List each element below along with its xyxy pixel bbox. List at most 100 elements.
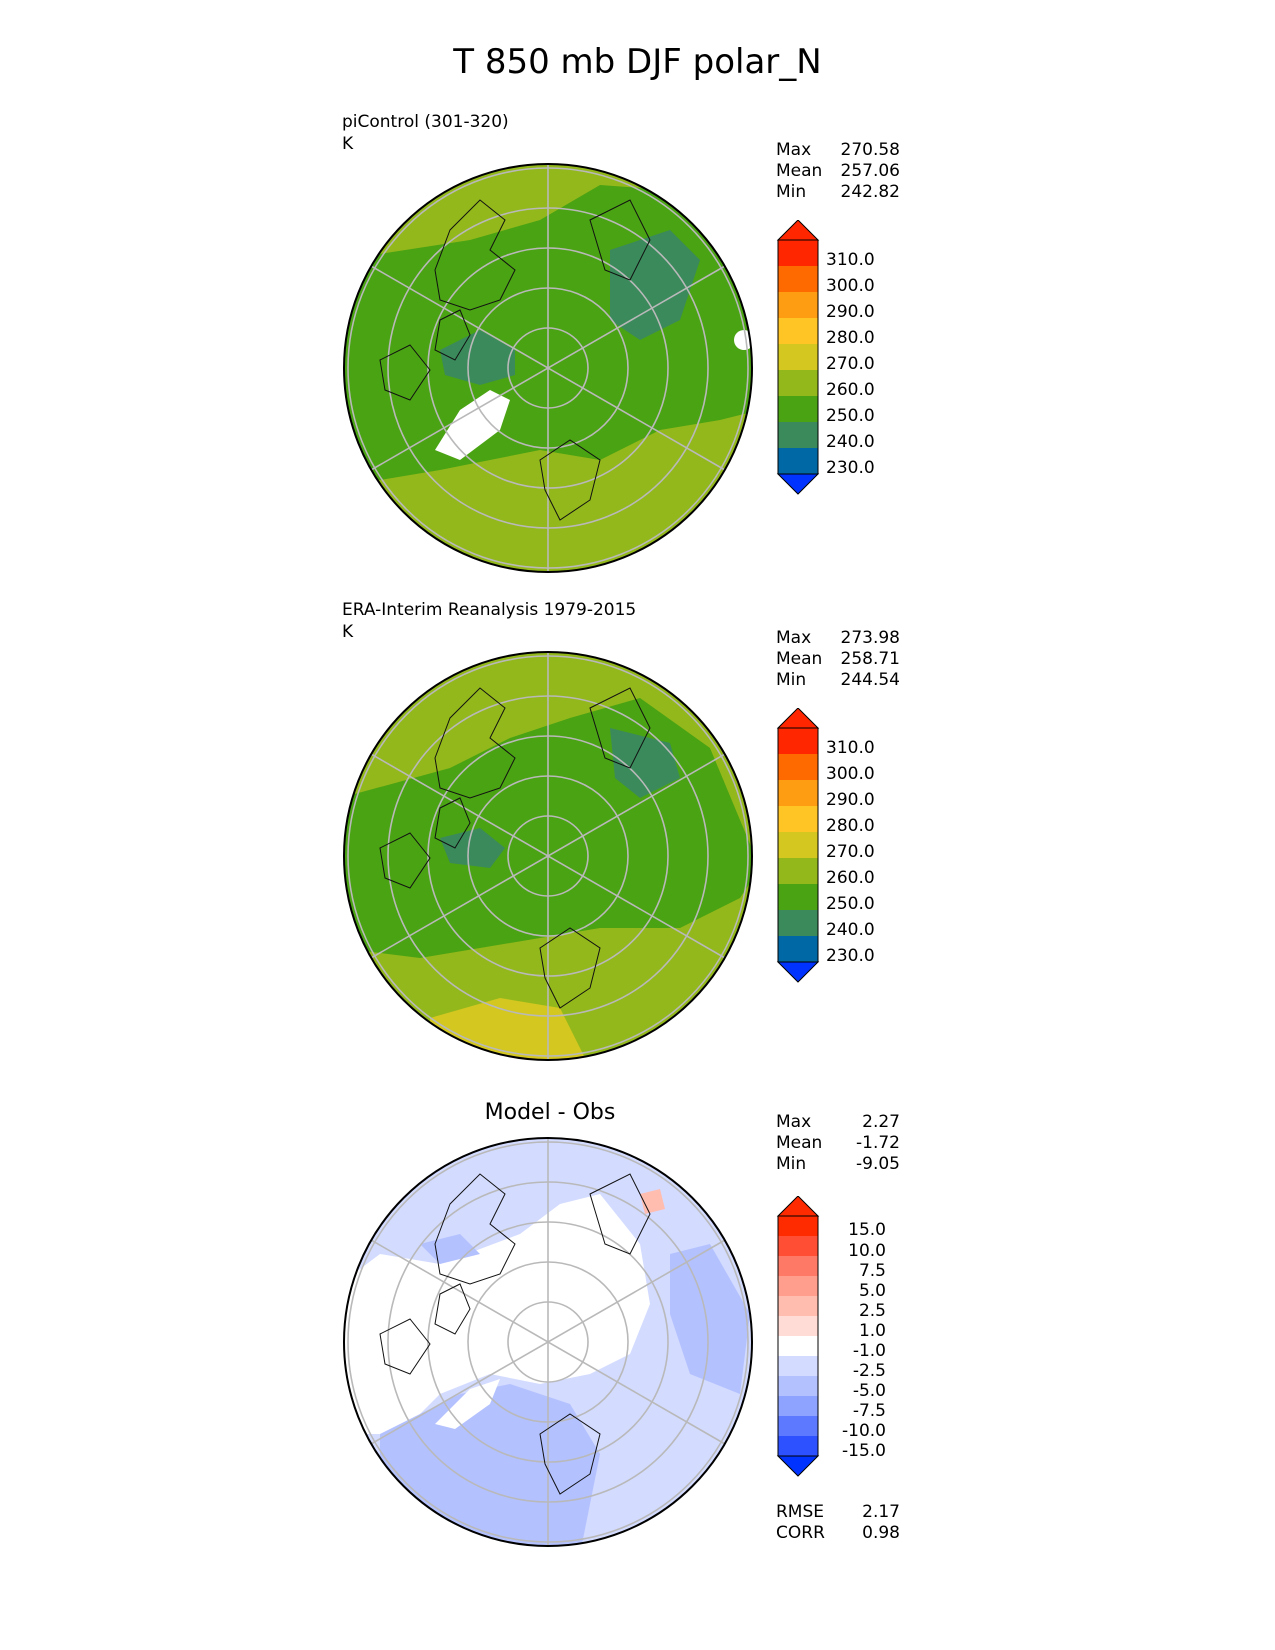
metric-rmse: RMSE 2.17 bbox=[776, 1502, 900, 1522]
cb-label: 250.0 bbox=[826, 894, 875, 914]
colorbar-segment bbox=[778, 1256, 818, 1276]
panel-2-coastlines bbox=[379, 687, 651, 1009]
panel-1-units: K bbox=[342, 134, 354, 154]
cb-label: -2.5 bbox=[852, 1361, 886, 1381]
cb-label: 250.0 bbox=[826, 406, 875, 426]
stat-min: Min 242.82 bbox=[776, 182, 900, 202]
cb-label: 240.0 bbox=[826, 432, 875, 452]
cb-label: 310.0 bbox=[826, 250, 875, 270]
cb-label: 15.0 bbox=[848, 1220, 886, 1240]
panel-1-coastlines bbox=[379, 199, 651, 521]
figure-title: T 850 mb DJF polar_N bbox=[453, 42, 822, 82]
colorbar-segment bbox=[778, 266, 818, 292]
cb-label: 290.0 bbox=[826, 302, 875, 322]
colorbar-segment bbox=[778, 1216, 818, 1236]
colorbar-extend-max bbox=[776, 1196, 820, 1217]
cb-label: 280.0 bbox=[826, 816, 875, 836]
colorbar-segment bbox=[778, 240, 818, 266]
colorbar-segment bbox=[778, 422, 818, 448]
panel-3-map-border bbox=[343, 1137, 753, 1547]
stat-max: Max 2.27 bbox=[776, 1112, 900, 1132]
panel-3-metrics: RMSE 2.17 CORR 0.98 bbox=[776, 1502, 900, 1544]
cb-label: 10.0 bbox=[848, 1241, 886, 1261]
stat-max: Max 273.98 bbox=[776, 628, 900, 648]
colorbar-segment bbox=[778, 370, 818, 396]
colorbar-segment bbox=[778, 448, 818, 474]
cb-label: -5.0 bbox=[852, 1381, 886, 1401]
cb-label: -10.0 bbox=[842, 1421, 886, 1441]
panel-1-map-border bbox=[343, 163, 753, 573]
cb-label: 1.0 bbox=[858, 1321, 886, 1341]
colorbar-segment bbox=[778, 344, 818, 370]
stat-mean: Mean -1.72 bbox=[776, 1133, 900, 1153]
colorbar-segment bbox=[778, 832, 818, 858]
colorbar-extend-min bbox=[776, 473, 820, 495]
colorbar-extend-min bbox=[776, 961, 820, 983]
colorbar-segment bbox=[778, 1296, 818, 1316]
colorbar-extend-min bbox=[776, 1455, 820, 1477]
colorbar-frame bbox=[777, 727, 819, 963]
stat-min: Min 244.54 bbox=[776, 670, 900, 690]
cb-label: 270.0 bbox=[826, 354, 875, 374]
cb-label: 7.5 bbox=[858, 1261, 886, 1281]
cb-label: 240.0 bbox=[826, 920, 875, 940]
panel-2-map-border bbox=[343, 651, 753, 1061]
colorbar-frame bbox=[777, 1215, 819, 1457]
stat-mean: Mean 257.06 bbox=[776, 161, 900, 181]
cb-label: 290.0 bbox=[826, 790, 875, 810]
cb-label: 310.0 bbox=[826, 738, 875, 758]
colorbar-segment bbox=[778, 806, 818, 832]
colorbar-segment bbox=[778, 728, 818, 754]
cb-label: 5.0 bbox=[858, 1281, 886, 1301]
panel-1-stats: Max 270.58 Mean 257.06 Min 242.82 bbox=[776, 140, 900, 203]
colorbar-segment bbox=[778, 318, 818, 344]
stat-min: Min -9.05 bbox=[776, 1154, 900, 1174]
colorbar-segment bbox=[778, 1396, 818, 1416]
cb-label: 300.0 bbox=[826, 276, 875, 296]
colorbar-segment bbox=[778, 1236, 818, 1256]
cb-label: 260.0 bbox=[826, 868, 875, 888]
panel-2-map bbox=[343, 651, 753, 1061]
colorbar-segment bbox=[778, 780, 818, 806]
colorbar-extend-max bbox=[776, 220, 820, 241]
panel-3-colorbar bbox=[776, 1196, 820, 1477]
cb-label: -7.5 bbox=[852, 1401, 886, 1421]
cb-label: 2.5 bbox=[858, 1301, 886, 1321]
cb-label: 270.0 bbox=[826, 842, 875, 862]
colorbar-frame bbox=[777, 239, 819, 475]
colorbar-segment bbox=[778, 754, 818, 780]
colorbar-segment bbox=[778, 1376, 818, 1396]
panel-1-map bbox=[343, 163, 753, 573]
colorbar-segment bbox=[778, 396, 818, 422]
colorbar-segment bbox=[778, 1336, 818, 1356]
stat-max: Max 270.58 bbox=[776, 140, 900, 160]
cb-label: 280.0 bbox=[826, 328, 875, 348]
cb-label: 260.0 bbox=[826, 380, 875, 400]
colorbar-segment bbox=[778, 910, 818, 936]
cb-label: -15.0 bbox=[842, 1441, 886, 1461]
colorbar-segment bbox=[778, 1436, 818, 1456]
panel-1-colorbar bbox=[776, 220, 820, 495]
panel-2-stats: Max 273.98 Mean 258.71 Min 244.54 bbox=[776, 628, 900, 691]
panel-3-stats: Max 2.27 Mean -1.72 Min -9.05 bbox=[776, 1112, 900, 1175]
colorbar-segment bbox=[778, 884, 818, 910]
cb-label: -1.0 bbox=[852, 1341, 886, 1361]
metric-corr: CORR 0.98 bbox=[776, 1523, 900, 1543]
panel-3-map bbox=[343, 1137, 753, 1547]
panel-2-units: K bbox=[342, 622, 354, 642]
cb-label: 230.0 bbox=[826, 458, 875, 478]
panel-1-subtitle: piControl (301-320) bbox=[342, 112, 509, 132]
panel-3-coastlines bbox=[379, 1173, 651, 1495]
stat-mean: Mean 258.71 bbox=[776, 649, 900, 669]
panel-3-title: Model - Obs bbox=[484, 1100, 616, 1125]
panel-2-colorbar bbox=[776, 708, 820, 983]
colorbar-segment bbox=[778, 1316, 818, 1336]
cb-label: 230.0 bbox=[826, 946, 875, 966]
colorbar-extend-max bbox=[776, 708, 820, 729]
panel-3-graticule bbox=[347, 1138, 749, 1546]
panel-2-subtitle: ERA-Interim Reanalysis 1979-2015 bbox=[342, 600, 637, 620]
cb-label: 300.0 bbox=[826, 764, 875, 784]
colorbar-segment bbox=[778, 292, 818, 318]
colorbar-segment bbox=[778, 1276, 818, 1296]
colorbar-segment bbox=[778, 1416, 818, 1436]
